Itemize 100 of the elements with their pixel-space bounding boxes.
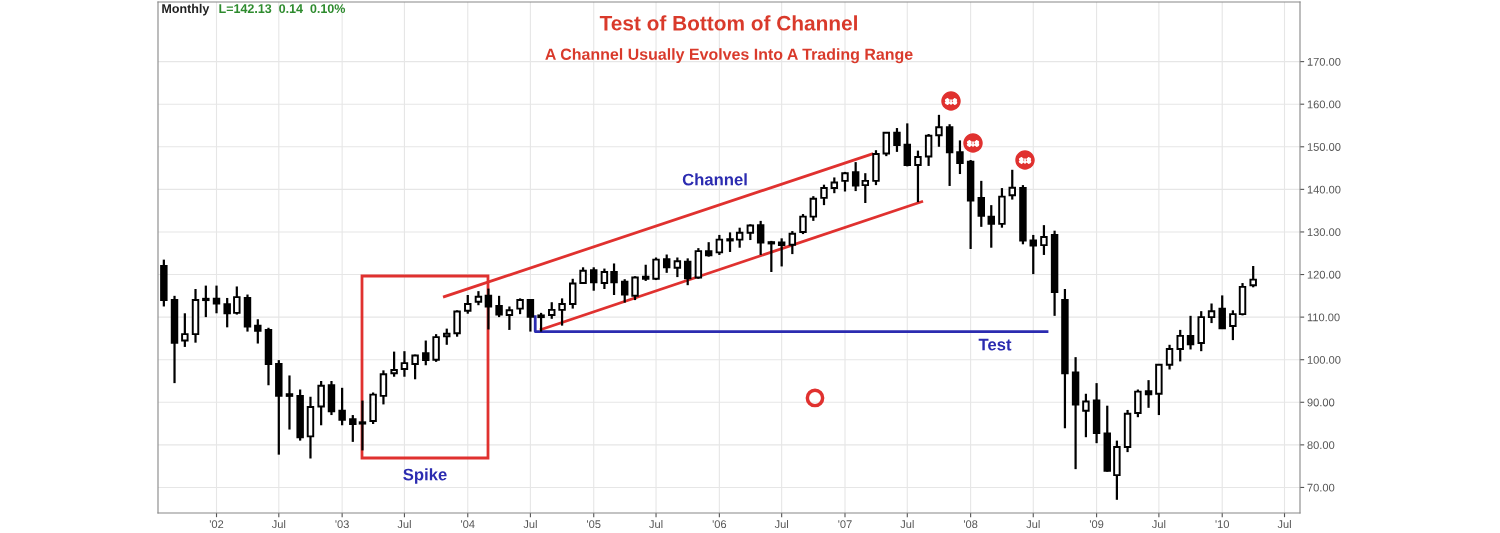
x-tick-label: Jul [900,519,914,529]
x-tick-label: '05 [587,520,601,529]
candlestick [715,233,724,257]
candlestick [893,126,901,153]
candlestick [422,339,430,367]
candlestick [1144,379,1153,409]
x-tick-label: Jul [1026,519,1040,529]
candlestick [1176,328,1184,363]
candlestick [987,204,995,249]
candlestick [662,253,671,274]
candlestick [610,262,618,297]
candlestick [338,386,346,427]
candlestick [349,413,357,443]
candlestick [935,113,943,148]
candlestick [1040,224,1048,257]
x-tick-label: '09 [1089,520,1104,529]
candlestick [537,311,545,333]
annotation: Spike [403,468,447,484]
y-tick-label: 130.00 [1307,228,1341,237]
candlestick [914,149,922,204]
candlestick [903,122,912,168]
candlestick [1229,309,1237,342]
y-tick-label: 150.00 [1307,143,1341,151]
y-tick-label: 110.00 [1307,313,1340,322]
candlestick [1134,388,1142,419]
candlestick [411,353,419,381]
candlestick [683,257,692,287]
candlestick [202,284,210,319]
candlestick [956,139,964,176]
candlestick [1082,392,1090,439]
candlestick [799,212,807,236]
candlestick [620,278,629,304]
text: A Channel Usually Evolves Into A Trading Range [545,48,913,64]
candlestick [777,237,786,268]
candlestick [453,309,461,338]
y-tick-label: 140.00 [1307,185,1341,194]
candlestick [569,277,577,310]
candlestick [726,231,734,254]
candlestick [788,229,797,256]
x-tick-label: '02 [209,520,224,529]
candlestick [1249,264,1257,289]
candlestick [1008,168,1016,201]
candlestick [1165,343,1174,371]
x-tick-label: Jul [1277,519,1291,529]
candlestick [400,350,409,378]
candlestick [673,256,682,279]
candlestick [1029,233,1037,276]
candlestick [756,219,765,257]
y-tick-label: 170.00 [1307,57,1341,66]
candlestick [254,318,262,345]
candlestick [1218,294,1226,331]
x-tick-label: '03 [335,520,349,529]
candlestick [767,239,776,274]
candlestick [390,350,398,378]
candlestick [735,226,744,249]
x-tick-label: '04 [461,520,475,529]
x-tick-label: '08 [963,520,978,529]
candlestick [1207,302,1216,325]
x-tick-label: Jul [649,519,663,529]
x-tick-label: '10 [1215,520,1230,529]
x-tick-label: Jul [1151,519,1166,529]
x-tick-label: '07 [838,520,852,529]
annotation: Monthly [162,3,210,16]
annotation: Test [978,338,1012,351]
candlestick [317,379,325,427]
candlestick [809,195,818,222]
candlestick [379,369,388,406]
annotation: Channel [682,173,747,186]
candlestick [181,312,189,349]
candlestick [558,297,566,327]
x-tick-label: Jul [397,519,411,529]
candlestick [285,374,294,431]
candlestick [464,293,472,315]
x-tick-label: '06 [712,520,727,529]
candlestick [977,179,986,228]
x-tick-label: Jul [774,519,789,529]
candlestick [432,333,440,363]
candlestick [484,287,493,331]
y-tick-label: 90.00 [1307,398,1335,407]
candlestick [495,294,503,319]
candlestick [505,305,514,331]
candlestick [882,131,891,158]
y-tick-label: 120.00 [1307,270,1341,279]
y-tick-label: 160.00 [1307,100,1341,109]
candlestick [358,399,367,452]
y-tick-label: 100.00 [1307,355,1341,364]
candlestick [924,132,933,168]
text: Test of Bottom of Channel [599,15,857,31]
candlestick [1186,314,1195,351]
annotation: L=142.13 0.14 0.10% [219,4,346,14]
x-tick-label: Jul [271,519,286,529]
candlestick [861,172,870,205]
x-tick-label: Jul [523,519,537,529]
candlestick [526,298,535,333]
candlestick [851,161,860,193]
candlestick [223,296,231,329]
y-tick-label: 80.00 [1307,441,1335,449]
y-tick-label: 70.00 [1307,483,1335,492]
candlestick [212,284,221,315]
candlestick [820,183,828,207]
